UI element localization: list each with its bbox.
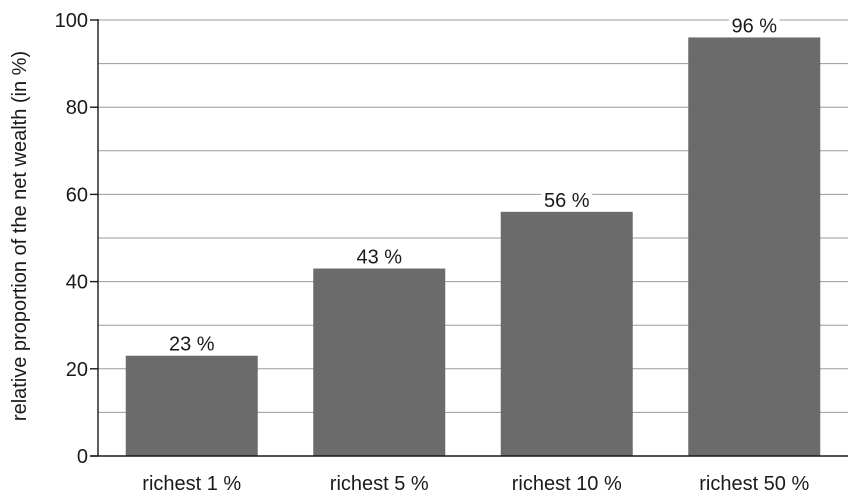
axes [90,19,848,457]
y-tick-label: 100 [55,10,88,32]
data-label-background [166,331,218,353]
data-label-background [541,187,593,209]
y-tick-label: 60 [66,184,88,206]
y-tick-label: 0 [77,446,88,468]
y-tick-label: 20 [66,359,88,381]
bar [313,268,446,456]
labels: 23 % richest 1 % 43 % richest 5 % 56 % riches… [55,10,810,495]
y-tick-label: 80 [66,97,88,119]
data-label: 96 % [731,15,777,37]
data-label: 56 % [544,190,590,212]
data-label-background [353,244,405,266]
category-label: richest 10 % [512,473,622,495]
bar [125,355,258,456]
y-tick-label: 40 [66,272,88,294]
y-axis-title: relative proportion of the net wealth (i… [9,51,31,421]
bar [688,37,821,456]
data-label: 43 % [356,247,402,269]
category-label: richest 1 % [142,473,241,495]
category-label: richest 5 % [330,473,429,495]
data-label-background [728,13,780,35]
data-label: 23 % [169,334,215,356]
bars [125,37,821,456]
category-label: richest 50 % [699,473,809,495]
bar [500,211,633,456]
